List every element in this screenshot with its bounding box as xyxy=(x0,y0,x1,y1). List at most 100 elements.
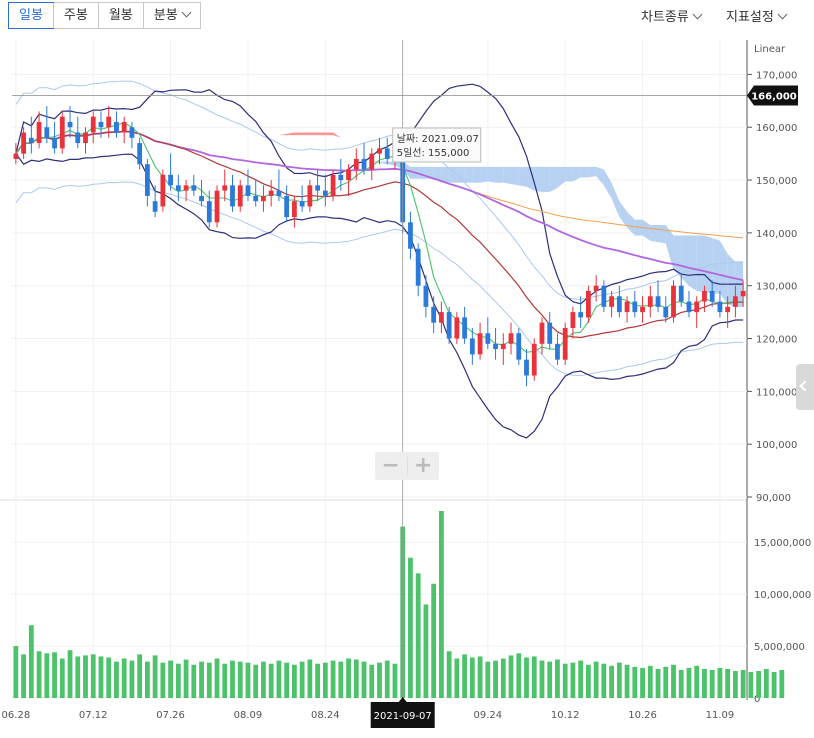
candle-body xyxy=(562,327,568,360)
zoom-control: − + xyxy=(375,452,439,480)
ichimoku-cloud-segment xyxy=(565,166,573,182)
volume-bar xyxy=(500,658,506,698)
ichimoku-cloud-segment xyxy=(526,166,535,191)
candle-body xyxy=(415,248,421,286)
candle-body xyxy=(245,185,251,196)
volume-bar xyxy=(315,663,321,698)
candle-body xyxy=(547,322,553,344)
candle-body xyxy=(624,301,630,313)
tab-monthly[interactable]: 월봉 xyxy=(97,3,143,28)
volume-bar xyxy=(276,660,282,698)
tab-weekly[interactable]: 주봉 xyxy=(52,3,98,28)
volume-bar xyxy=(261,661,266,698)
price-tick-label: 170,000 xyxy=(756,70,797,81)
volume-bar xyxy=(531,656,537,698)
volume-bar xyxy=(570,662,576,698)
volume-bar xyxy=(763,668,769,698)
price-tick-label: 140,000 xyxy=(756,229,797,240)
candle-body xyxy=(160,174,166,207)
x-tick-label: 09.24 xyxy=(473,710,502,721)
ichimoku-cloud-segment xyxy=(541,166,550,192)
tab-minute-label: 분봉 xyxy=(153,8,178,23)
volume-bar xyxy=(446,651,452,698)
volume-bar xyxy=(415,573,421,698)
candle-body xyxy=(717,301,723,313)
candle-body xyxy=(199,195,204,202)
volume-bar xyxy=(377,662,382,698)
candle-body xyxy=(585,290,591,318)
candle-body xyxy=(570,312,576,328)
zoom-divider xyxy=(406,457,408,475)
chart-type-menu[interactable]: 차트종류 xyxy=(641,6,703,25)
candle-body xyxy=(671,285,676,318)
indicator-menu[interactable]: 지표설정 xyxy=(726,6,788,25)
volume-bar xyxy=(438,511,444,698)
volume-bar xyxy=(678,669,684,698)
candle-body xyxy=(36,121,42,144)
candle-body xyxy=(214,190,220,223)
candle-body xyxy=(168,174,174,186)
ichimoku-cloud-segment xyxy=(217,145,225,154)
candle-body xyxy=(230,185,235,207)
candle-body xyxy=(500,343,506,350)
candle-body xyxy=(361,158,367,170)
candle-body xyxy=(732,296,738,307)
candle-body xyxy=(237,185,243,207)
ichimoku-cloud-segment xyxy=(704,235,713,294)
candle-body xyxy=(129,127,135,138)
volume-bar xyxy=(338,661,344,698)
ichimoku-cloud-segment xyxy=(719,240,728,305)
volume-bar xyxy=(175,663,181,698)
volume-bar xyxy=(230,660,235,698)
side-panel-toggle[interactable] xyxy=(796,364,814,410)
volume-bar xyxy=(524,657,529,698)
candle-body xyxy=(175,185,181,191)
candle-body xyxy=(67,121,73,128)
volume-bar xyxy=(578,660,584,698)
candle-body xyxy=(431,306,437,323)
candle-body xyxy=(578,312,584,318)
volume-bar xyxy=(114,661,119,698)
volume-bar xyxy=(36,651,42,698)
zoom-out-button[interactable]: − xyxy=(381,453,400,478)
volume-bar xyxy=(168,660,174,698)
candle-body xyxy=(508,333,514,344)
ichimoku-cloud-segment xyxy=(603,169,612,199)
volume-bar xyxy=(493,660,498,698)
candle-body xyxy=(144,164,150,196)
volume-bar xyxy=(616,662,622,698)
candle-body xyxy=(678,285,684,302)
volume-bar xyxy=(717,667,723,698)
volume-bar xyxy=(477,656,483,698)
volume-bar xyxy=(632,666,638,698)
ichimoku-cloud-segment xyxy=(627,211,635,236)
tab-minute[interactable]: 분봉 xyxy=(142,3,200,28)
volume-bar xyxy=(539,660,545,698)
ichimoku-cloud-segment xyxy=(464,166,473,183)
price-tick-label: 100,000 xyxy=(756,440,797,451)
volume-tick-label: 5,000,000 xyxy=(754,642,805,653)
candle-body xyxy=(114,121,119,133)
volume-bar xyxy=(222,663,228,698)
candle-body xyxy=(632,301,638,313)
volume-bar xyxy=(547,661,553,698)
candle-body xyxy=(377,148,382,154)
ichimoku-cloud-segment xyxy=(549,166,558,192)
candle-body xyxy=(740,290,746,297)
candle-body xyxy=(593,285,599,291)
candle-body xyxy=(315,185,321,191)
candle-body xyxy=(307,185,313,207)
zoom-in-button[interactable]: + xyxy=(414,453,433,478)
candle-body xyxy=(555,343,560,360)
candle-body xyxy=(725,306,731,313)
scale-label: Linear xyxy=(754,44,786,55)
ichimoku-cloud-segment xyxy=(611,182,620,218)
price-tick-label: 120,000 xyxy=(756,335,797,346)
candle-body xyxy=(121,121,127,133)
ichimoku-cloud-segment xyxy=(325,132,334,136)
ichimoku-cloud-segment xyxy=(495,166,504,183)
ichimoku-cloud-segment xyxy=(665,224,674,270)
ichimoku-cloud-segment xyxy=(572,166,581,182)
candle-body xyxy=(346,169,351,181)
